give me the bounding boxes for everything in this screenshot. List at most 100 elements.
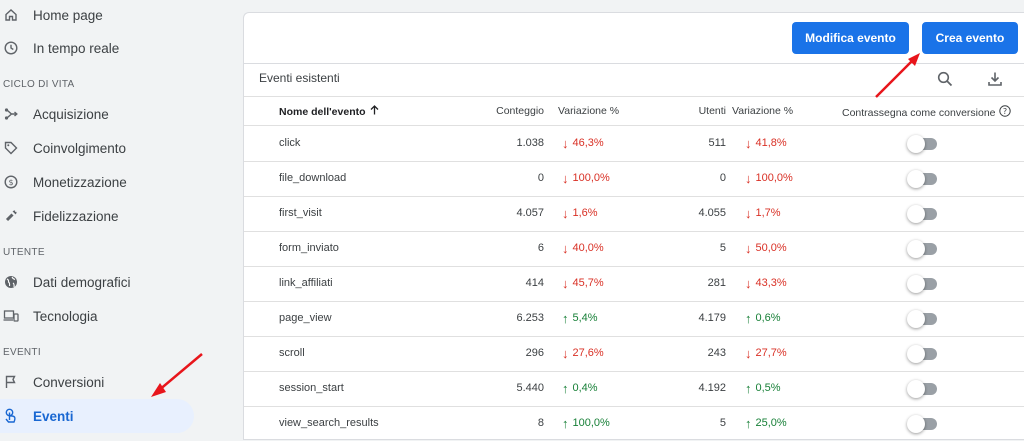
col-header-label: Nome dell'evento xyxy=(279,105,366,118)
divider xyxy=(244,406,1024,407)
svg-text:$: $ xyxy=(8,178,13,187)
col-header-conversion[interactable]: Contrassegna come conversione ? xyxy=(842,105,1011,120)
conversion-toggle[interactable] xyxy=(907,275,939,293)
arrow-down-icon: ↓ xyxy=(562,345,569,361)
col-header-name[interactable]: Nome dell'evento xyxy=(279,105,379,118)
conversion-toggle[interactable] xyxy=(907,380,939,398)
sidebar-item-home[interactable]: Home page xyxy=(0,0,194,32)
event-count: 6 xyxy=(537,242,544,254)
conversion-toggle[interactable] xyxy=(907,205,939,223)
sidebar-item-label: Conversioni xyxy=(33,374,105,390)
event-users: 4.055 xyxy=(698,207,726,219)
table-row[interactable]: page_view 6.253 ↑ 5,4% 4.179 ↑ 0,6% xyxy=(244,301,1024,336)
sidebar-item-monetization[interactable]: $ Monetizzazione xyxy=(0,165,194,199)
event-users: 0 xyxy=(719,172,726,184)
sidebar-item-label: Fidelizzazione xyxy=(33,208,119,224)
arrow-up-icon: ↑ xyxy=(745,415,752,431)
sidebar-item-label: Coinvolgimento xyxy=(33,140,127,156)
download-icon[interactable] xyxy=(985,69,1005,89)
event-count: 8 xyxy=(537,417,544,429)
event-name[interactable]: page_view xyxy=(279,312,332,324)
create-event-button[interactable]: Crea evento xyxy=(922,22,1018,54)
users-change: ↓ 41,8% xyxy=(745,137,787,150)
divider xyxy=(244,63,1024,64)
col-header-users[interactable]: Utenti xyxy=(698,105,726,117)
event-count: 6.253 xyxy=(516,312,544,324)
help-icon[interactable]: ? xyxy=(998,105,1011,120)
users-change-value: 0,5% xyxy=(755,382,781,394)
table-row[interactable]: form_inviato 6 ↓ 40,0% 5 ↓ 50,0% xyxy=(244,231,1024,266)
users-change-value: 25,0% xyxy=(755,417,787,429)
col-header-count[interactable]: Conteggio xyxy=(496,105,544,117)
col-header-users-change[interactable]: Variazione % xyxy=(732,105,794,117)
table-row[interactable]: click 1.038 ↓ 46,3% 511 ↓ 41,8% xyxy=(244,126,1024,161)
sidebar-item-engagement[interactable]: Coinvolgimento xyxy=(0,131,194,165)
arrow-down-icon: ↓ xyxy=(562,205,569,221)
sidebar-item-conversions[interactable]: Conversioni xyxy=(0,365,194,399)
edit-event-button[interactable]: Modifica evento xyxy=(792,22,909,54)
count-change: ↑ 100,0% xyxy=(562,417,610,430)
users-change-value: 27,7% xyxy=(755,347,787,359)
event-name[interactable]: scroll xyxy=(279,347,305,359)
conversion-toggle[interactable] xyxy=(907,310,939,328)
users-change: ↓ 100,0% xyxy=(745,172,793,185)
table-row[interactable]: view_search_results 8 ↑ 100,0% 5 ↑ 25,0% xyxy=(244,406,1024,441)
tag-icon xyxy=(3,140,19,156)
sidebar-item-label: Eventi xyxy=(33,408,74,424)
sidebar-item-events[interactable]: Eventi xyxy=(0,399,194,433)
event-name[interactable]: view_search_results xyxy=(279,417,379,429)
event-name[interactable]: click xyxy=(279,137,301,149)
table-row[interactable]: scroll 296 ↓ 27,6% 243 ↓ 27,7% xyxy=(244,336,1024,371)
divider xyxy=(244,336,1024,337)
users-change-value: 50,0% xyxy=(755,242,787,254)
event-name[interactable]: session_start xyxy=(279,382,344,394)
event-users: 511 xyxy=(708,137,726,149)
conversion-toggle[interactable] xyxy=(907,170,939,188)
divider xyxy=(244,96,1024,97)
sidebar-item-technology[interactable]: Tecnologia xyxy=(0,299,194,333)
event-name[interactable]: file_download xyxy=(279,172,347,184)
users-change: ↑ 0,6% xyxy=(745,312,781,325)
table-row[interactable]: first_visit 4.057 ↓ 1,6% 4.055 ↓ 1,7% xyxy=(244,196,1024,231)
sidebar-item-realtime[interactable]: In tempo reale xyxy=(0,31,194,65)
sidebar-item-label: Monetizzazione xyxy=(33,174,127,190)
table-row[interactable]: session_start 5.440 ↑ 0,4% 4.192 ↑ 0,5% xyxy=(244,371,1024,406)
section-user: UTENTE xyxy=(3,247,45,258)
arrow-down-icon: ↓ xyxy=(562,240,569,256)
users-change: ↑ 25,0% xyxy=(745,415,787,431)
conversion-toggle[interactable] xyxy=(907,345,939,363)
users-change-value: 41,8% xyxy=(755,137,787,149)
sidebar-item-acquisition[interactable]: Acquisizione xyxy=(0,97,194,131)
event-name[interactable]: first_visit xyxy=(279,207,322,219)
conversion-toggle[interactable] xyxy=(907,135,939,153)
event-name[interactable]: form_inviato xyxy=(279,242,339,254)
users-change-value: 43,3% xyxy=(755,277,787,289)
sidebar-item-label: Tecnologia xyxy=(33,308,98,324)
events-panel: Modifica evento Crea evento Eventi esist… xyxy=(243,12,1024,440)
conversion-toggle[interactable] xyxy=(907,240,939,258)
arrow-up-icon: ↑ xyxy=(745,380,752,396)
section-events: EVENTI xyxy=(3,347,41,358)
count-change-value: 5,4% xyxy=(572,312,598,324)
users-change-value: 100,0% xyxy=(755,172,793,184)
toggle-knob xyxy=(907,415,925,433)
event-count: 414 xyxy=(525,277,544,289)
sidebar-item-retention[interactable]: Fidelizzazione xyxy=(0,199,194,233)
users-change: ↑ 0,5% xyxy=(745,380,781,396)
sort-arrow-up-icon xyxy=(370,105,379,118)
table-row[interactable]: file_download 0 ↓ 100,0% 0 ↓ 100,0% xyxy=(244,161,1024,196)
conversion-toggle[interactable] xyxy=(907,415,939,433)
event-name[interactable]: link_affiliati xyxy=(279,277,333,289)
users-change: ↓ 27,7% xyxy=(745,347,787,360)
divider xyxy=(244,266,1024,267)
col-header-count-change[interactable]: Variazione % xyxy=(558,105,620,117)
home-icon xyxy=(3,7,19,23)
arrow-down-icon: ↓ xyxy=(745,240,752,256)
event-count: 296 xyxy=(525,347,544,359)
search-icon[interactable] xyxy=(935,69,955,89)
sidebar-item-demographics[interactable]: Dati demografici xyxy=(0,265,194,299)
count-change-value: 45,7% xyxy=(572,277,604,289)
users-change-value: 0,6% xyxy=(755,312,781,324)
svg-text:?: ? xyxy=(1002,107,1006,116)
table-row[interactable]: link_affiliati 414 ↓ 45,7% 281 ↓ 43,3% xyxy=(244,266,1024,301)
